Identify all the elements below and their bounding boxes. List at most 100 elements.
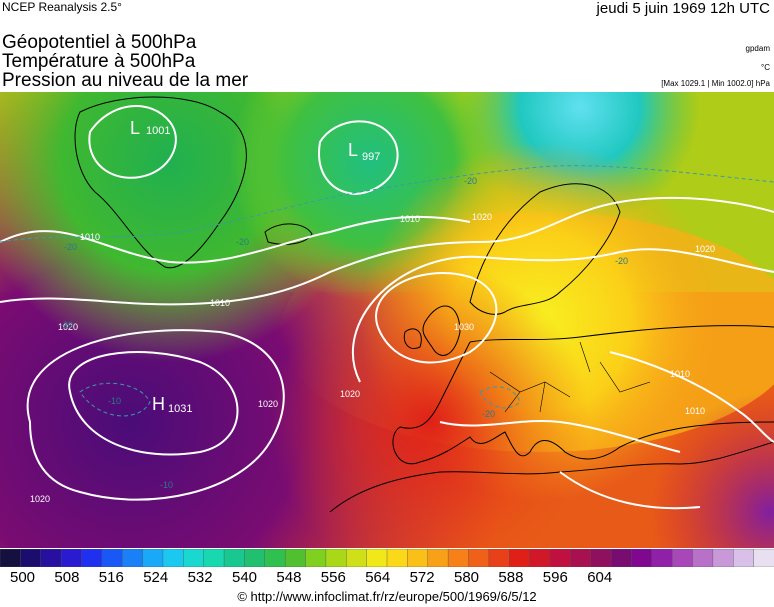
unit-geopotential: gpdam (745, 44, 770, 53)
unit-temperature: °C (761, 63, 770, 72)
isobar-label: 1010 (80, 232, 100, 242)
isobar-1010-north (0, 215, 471, 264)
colorbar (0, 549, 774, 567)
isobar-labels: 1010 1020 1010 1020 1020 1030 1020 1010 … (30, 212, 715, 504)
isobar-label: 1020 (30, 494, 50, 504)
isotherm-label: -20 (64, 242, 77, 252)
isotherm-label: -20 (236, 237, 249, 247)
colorbar-label: 508 (54, 569, 80, 586)
isobar-low-greenland (88, 105, 177, 179)
title-temperature: Température à 500hPa (2, 51, 196, 72)
high-value-atlantic: 1031 (168, 403, 192, 415)
colorbar-swatch (529, 549, 551, 567)
colorbar-label: 564 (365, 569, 391, 586)
low-center-iceland: L (348, 140, 358, 160)
isotherm-label: -10 (160, 480, 173, 490)
colorbar-swatch (40, 549, 62, 567)
colorbar-swatch (651, 549, 673, 567)
colorbar-swatch (570, 549, 592, 567)
isotherm-label: -20 (615, 256, 628, 266)
colorbar-label: 580 (454, 569, 480, 586)
east-zone (0, 92, 774, 548)
british-isles-coast (422, 305, 461, 356)
iceland-coast (264, 223, 313, 245)
model-label: NCEP Reanalysis 2.5° (2, 0, 122, 14)
colorbar-label: 556 (320, 569, 346, 586)
colorbar-swatch (366, 549, 388, 567)
low-value-greenland: 1001 (146, 125, 170, 137)
isobar-1020-europe (352, 248, 774, 383)
isobar-label: 1010 (670, 369, 690, 379)
colorbar-swatch (325, 549, 347, 567)
colorbar-label: 540 (232, 569, 258, 586)
copyright-footer: © http://www.infoclimat.fr/rz/europe/500… (237, 589, 537, 604)
colorbar-swatch (549, 549, 572, 567)
isobar-label: 1010 (685, 406, 705, 416)
colorbar-swatch (712, 549, 734, 567)
colorbar-swatch (692, 549, 714, 567)
isobar-label: 1020 (695, 244, 715, 254)
africa-coast (329, 441, 774, 513)
colorbar-label: 500 (10, 569, 36, 586)
ireland-coast (403, 328, 422, 349)
colorbar-swatch (122, 549, 144, 567)
colorbar-label: 516 (98, 569, 124, 586)
colorbar-label: 524 (143, 569, 169, 586)
colorbar-label: 572 (409, 569, 435, 586)
isotherm-alps (479, 386, 521, 409)
colorbar-swatch (284, 549, 307, 567)
colorbar-swatch (183, 549, 205, 567)
colorbar-label: 532 (187, 569, 213, 586)
scandinavia-coast (469, 183, 621, 315)
isobar-label: 1020 (58, 322, 78, 332)
high-center-atlantic: H (152, 394, 165, 414)
colorbar-swatch (142, 549, 164, 567)
colorbar-swatch (244, 549, 266, 567)
colorbar-swatch (162, 549, 185, 567)
isobar-label: 1020 (258, 399, 278, 409)
isotherm-label: -10 (108, 396, 121, 406)
colorbar-swatch (631, 549, 653, 567)
isobar-label: 1010 (400, 214, 420, 224)
title-pressure: Pression au niveau de la mer (2, 70, 249, 91)
colorbar-swatch (590, 549, 612, 567)
title-geopotential: Géopotentiel à 500hPa (2, 32, 197, 53)
greenland-coast (74, 96, 247, 269)
isotherm-labels: -20 -20 -20 -20 -10 -10 -20 -20 (60, 176, 628, 490)
isotherms (0, 165, 774, 417)
colorbar-swatch (203, 549, 225, 567)
colorbar-swatch (733, 549, 755, 567)
colorbar-swatch (671, 549, 694, 567)
colorbar-label: 588 (498, 569, 524, 586)
isotherm-label: -20 (464, 176, 477, 186)
colorbar-swatch (427, 549, 449, 567)
isotherm-south (79, 382, 151, 417)
unit-pressure: [Max 1029.1 | Min 1002.0] hPa (661, 79, 770, 88)
date-label: jeudi 5 juin 1969 12h UTC (596, 0, 770, 17)
isobar-label: 1030 (454, 322, 474, 332)
isotherm-north (0, 165, 774, 243)
isobar-1020-atlantic (26, 329, 285, 501)
coastlines (74, 96, 774, 513)
colorbar-swatch (60, 549, 83, 567)
colorbar-swatch (610, 549, 633, 567)
colorbar-swatch (346, 549, 368, 567)
colorbar-swatch (264, 549, 286, 567)
isobars (0, 105, 774, 510)
colorbar-swatch (101, 549, 123, 567)
colorbar-label: 596 (542, 569, 568, 586)
colorbar-swatch (488, 549, 510, 567)
colorbar-swatch (509, 549, 531, 567)
colorbar-swatch (447, 549, 470, 567)
isotherm-label: -20 (60, 320, 73, 330)
colorbar-swatch (0, 549, 22, 567)
weather-map: L 1001 L 997 H 1031 1010 1020 1010 1020 … (0, 92, 774, 548)
isobar-label: 1010 (210, 298, 230, 308)
isobar-label: 1020 (472, 212, 492, 222)
colorbar-swatch (20, 549, 42, 567)
colorbar-label: 548 (276, 569, 302, 586)
isobar-label: 1020 (340, 389, 360, 399)
colorbar-swatch (468, 549, 490, 567)
isobar-low-iceland (318, 120, 399, 196)
isobar-1030 (375, 272, 498, 364)
